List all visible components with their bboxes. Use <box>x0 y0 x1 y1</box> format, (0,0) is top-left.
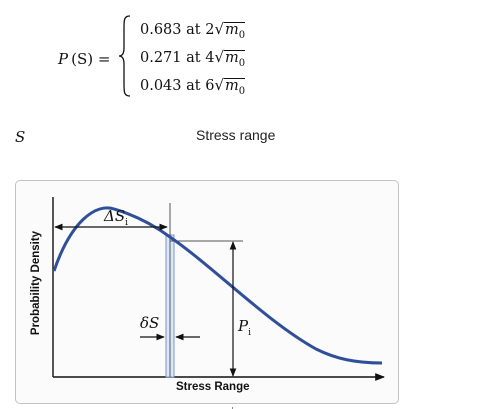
small-delta-s-label: δS <box>140 314 160 332</box>
formula-lhs-var: P <box>58 50 69 68</box>
diagram-frame: Probability Density Stress Range ΔSi δS … <box>15 180 399 404</box>
density-curve <box>52 206 383 365</box>
y-axis-label: Probability Density <box>30 230 42 336</box>
formula-case-2: 0.271 at 4√m0 <box>140 48 246 69</box>
formula-lhs: P (S) = <box>58 50 110 68</box>
caption-stress-range: Stress range <box>196 127 276 143</box>
formula-brace <box>118 15 131 97</box>
symbol-s: S <box>15 128 26 146</box>
delta-si-label: ΔSi <box>104 207 128 228</box>
pi-label: Pi <box>238 317 251 338</box>
formula-lhs-arg: (S) = <box>71 50 111 68</box>
diagram-svg <box>52 197 385 381</box>
bottom-tick <box>232 407 233 409</box>
x-axis-label: Stress Range <box>176 381 250 393</box>
formula-case-1: 0.683 at 2√m0 <box>140 20 246 41</box>
probability-formula: P (S) = 0.683 at 2√m0 0.271 at 4√m0 0.04… <box>0 0 501 110</box>
formula-case-3: 0.043 at 6√m0 <box>140 76 246 97</box>
